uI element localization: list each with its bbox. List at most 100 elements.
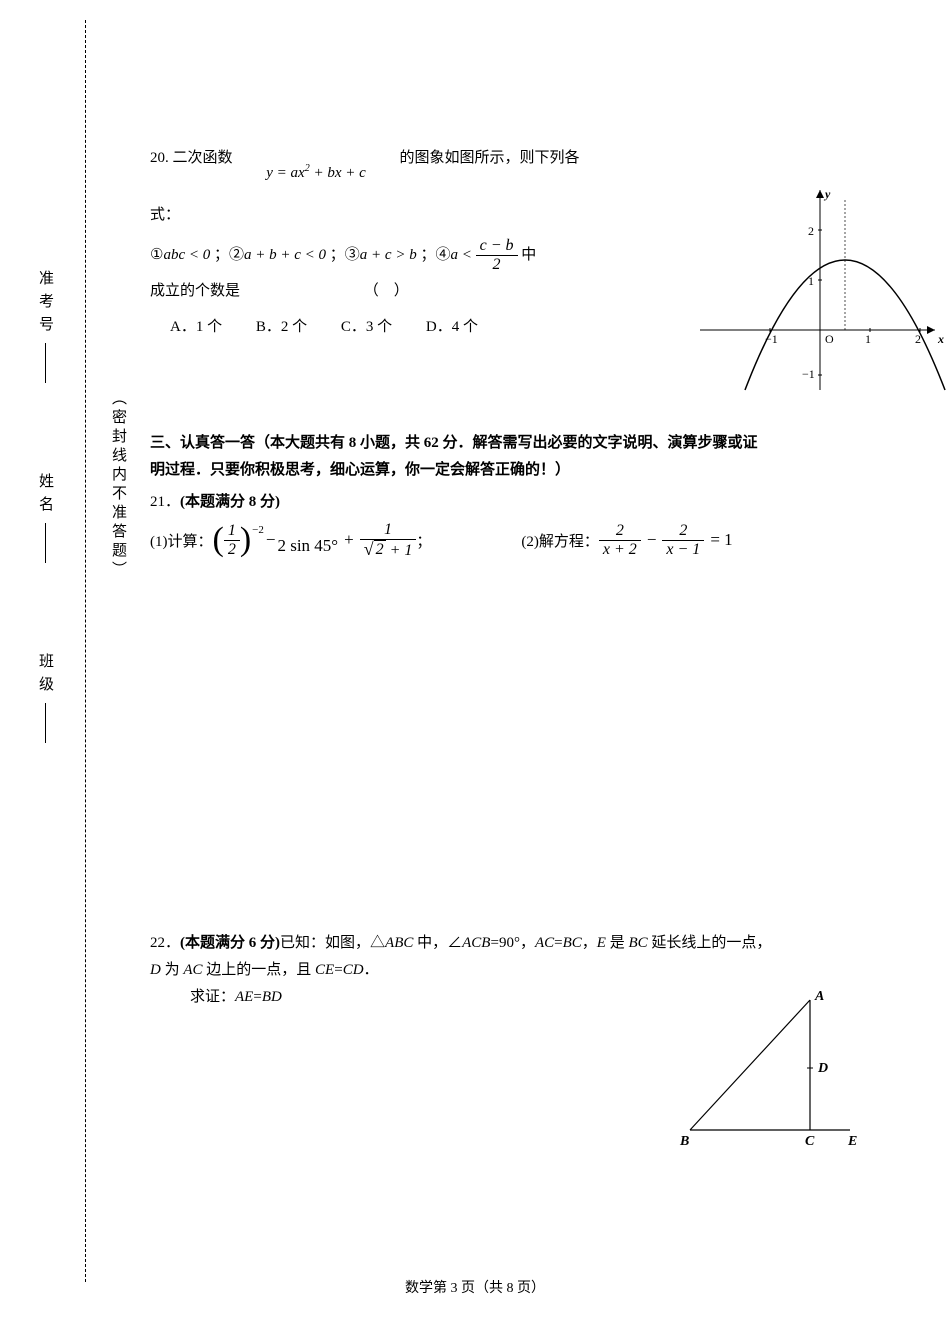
- seal-note: （密封线内不准答题）: [108, 390, 129, 580]
- label-D: D: [817, 1061, 828, 1076]
- question-21: 21．(本题满分 8 分) (1)计算： ( 12 ) −2 − 2 sin 4…: [150, 490, 930, 559]
- frac-num: 1: [360, 521, 417, 540]
- label-text: 班级: [35, 653, 56, 699]
- label-E: E: [847, 1134, 857, 1149]
- q20-c3-pre: ；③: [330, 247, 360, 263]
- frac-den: 2: [224, 541, 240, 559]
- q20-suffix: 的图象如图所示，则下列各: [400, 150, 580, 166]
- q20-c-suffix: 中: [521, 247, 536, 263]
- q22-l2-end: ．: [364, 962, 379, 978]
- main-content: 20. 二次函数 y = ax2 + bx + c 的图象如图所示，则下列各 式…: [150, 140, 930, 1011]
- q20-line4: 成立的个数是: [150, 283, 240, 299]
- section-3: 三、认真答一答（本大题共有 8 小题，共 62 分．解答需写出必要的文字说明、演…: [150, 430, 930, 484]
- q22-t5: 是: [606, 935, 629, 951]
- tick-y2: 2: [808, 224, 814, 238]
- tick-2: 2: [915, 332, 921, 346]
- q22-abc: ABC: [385, 935, 413, 951]
- frac-den: x − 1: [662, 541, 704, 559]
- q22-t2: 中，∠: [413, 935, 462, 951]
- tick-y1: 1: [808, 274, 814, 288]
- frac-den: 2: [476, 256, 518, 274]
- label-B: B: [679, 1134, 689, 1149]
- tick-o: O: [825, 332, 834, 346]
- tick-neg1: −1: [765, 332, 778, 346]
- q22-eq1: =: [554, 935, 562, 951]
- q22-t1: 已知：如图，△: [280, 935, 385, 951]
- section3-title: 三、认真答一答: [150, 435, 255, 451]
- q21-part2: (2)解方程： 2x + 2 − 2x − 1 = 1: [521, 521, 732, 559]
- q21-p1-minus: −: [266, 530, 276, 550]
- q22-d: D: [150, 962, 161, 978]
- label-class: 班级: [35, 653, 56, 743]
- q20-c4-lhs: a <: [450, 247, 471, 263]
- vertical-labels: 准考号 姓名 班级: [35, 270, 56, 743]
- q22-l2-ac: AC: [183, 962, 202, 978]
- q22-ac: AC: [535, 935, 554, 951]
- label-text: 姓名: [35, 473, 56, 519]
- q21-part1: (1)计算： ( 12 ) −2 − 2 sin 45° + 1 √2 + 1: [150, 521, 431, 559]
- frac-num: 2: [662, 522, 704, 541]
- q20-c3: a + c > b: [360, 247, 417, 263]
- q20-opt-c: C．3 个: [341, 319, 392, 335]
- q20-opt-b: B．2 个: [256, 319, 307, 335]
- q21-p1-exp: −2: [252, 524, 264, 536]
- q21-score: (本题满分 8 分): [180, 494, 280, 510]
- q20-opt-d: D．4 个: [426, 319, 478, 335]
- q22-score: (本题满分 6 分): [180, 935, 280, 951]
- q21-p2-label: (2)解方程：: [521, 530, 599, 551]
- q21-p2-eq: = 1: [710, 530, 732, 550]
- q22-bc: BC: [563, 935, 582, 951]
- q20-prefix: 20. 二次函数: [150, 150, 233, 166]
- question-20: 20. 二次函数 y = ax2 + bx + c 的图象如图所示，则下列各 式…: [150, 140, 930, 345]
- q22-l2-ce: CE: [315, 962, 334, 978]
- q21-p2-minus: −: [647, 530, 657, 550]
- q22-prove-ae: AE: [235, 989, 253, 1005]
- q21-p1-plus: +: [344, 530, 354, 550]
- q22-t3: =90°，: [490, 935, 534, 951]
- q22-t4: ，: [582, 935, 597, 951]
- q20-c1-pre: ①: [150, 247, 163, 263]
- q20-opt-a: A．1 个: [170, 319, 222, 335]
- q22-prove-bd: BD: [262, 989, 282, 1005]
- label-exam-id: 准考号: [35, 270, 56, 383]
- frac-num: 2: [599, 522, 641, 541]
- q20-c4-frac: c − b 2: [476, 237, 518, 273]
- q20-formula: y = ax2 + bx + c: [266, 155, 366, 191]
- page-footer: 数学第 3 页（共 8 页）: [0, 1277, 950, 1297]
- parabola-graph: O 1 2 −1 1 2 −1 x y: [690, 180, 950, 400]
- q20-paren: （ ）: [364, 283, 409, 299]
- q21-p1-sin: 2 sin 45°: [277, 536, 338, 556]
- q22-num: 22．: [150, 935, 180, 951]
- label-A: A: [814, 989, 824, 1004]
- q22-l2-2: 边上的一点，且: [203, 962, 316, 978]
- section3-desc2: 明过程．只要你积极思考，细心运算，你一定会解答正确的！）: [150, 457, 930, 484]
- q20-c4-pre: ；④: [420, 247, 450, 263]
- seal-line: [85, 20, 86, 1282]
- q22-prove-label: 求证：: [190, 989, 235, 1005]
- q22-e: E: [597, 935, 606, 951]
- tick-1: 1: [865, 332, 871, 346]
- q21-num: 21．: [150, 494, 180, 510]
- frac-num: 1: [224, 522, 240, 541]
- q22-l2-1: 为: [161, 962, 184, 978]
- label-name: 姓名: [35, 473, 56, 563]
- section3-desc1: （本大题共有 8 小题，共 62 分．解答需写出必要的文字说明、演算步骤或证: [255, 435, 758, 451]
- frac-num: c − b: [476, 237, 518, 256]
- axis-x: x: [937, 332, 944, 346]
- q22-t6: 延长线上的一点，: [648, 935, 772, 951]
- q21-p1-label: (1)计算：: [150, 530, 213, 551]
- q22-l2-eq: =: [334, 962, 342, 978]
- frac-den: √2 + 1: [360, 540, 417, 560]
- label-text: 准考号: [35, 270, 56, 339]
- q22-prove-eq: =: [253, 989, 261, 1005]
- q21-p1-end: ；: [416, 530, 431, 551]
- question-22: 22．(本题满分 6 分)已知：如图，△ABC 中，∠ACB=90°，AC=BC…: [150, 930, 930, 1011]
- frac-den: x + 2: [599, 541, 641, 559]
- tick-yneg1: −1: [802, 367, 815, 381]
- label-C: C: [805, 1134, 815, 1149]
- q22-acb: ACB: [462, 935, 490, 951]
- q20-c2: a + b + c < 0: [244, 247, 326, 263]
- q22-l2-cd: CD: [343, 962, 364, 978]
- q22-bc2: BC: [628, 935, 647, 951]
- q20-c1: abc < 0: [163, 247, 210, 263]
